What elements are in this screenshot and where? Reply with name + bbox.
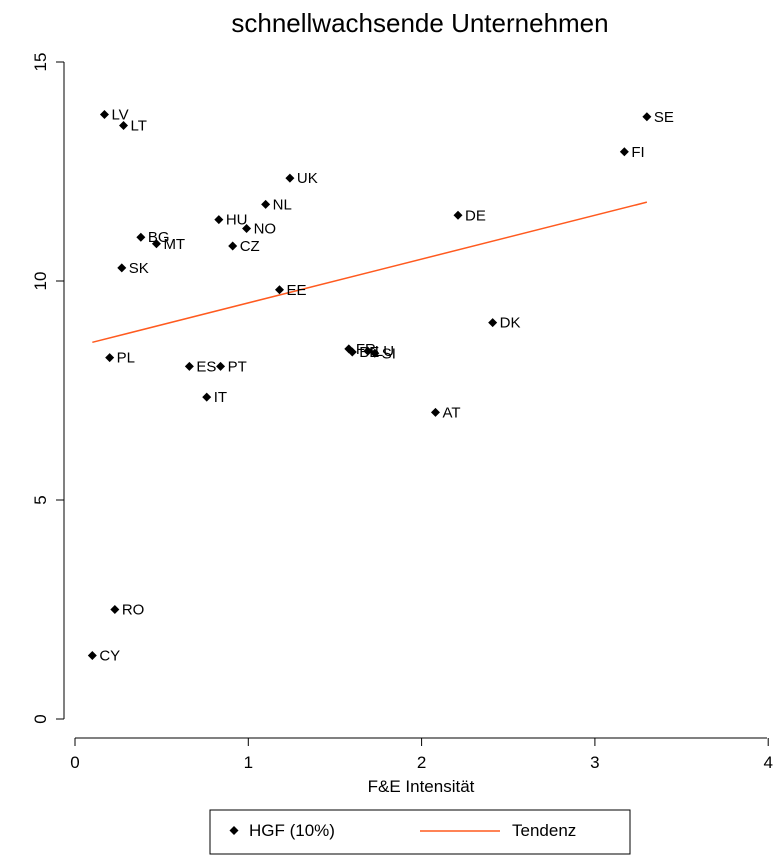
data-point-sk xyxy=(117,263,127,273)
point-label-it: IT xyxy=(214,389,227,406)
legend-label-hgf: HGF (10%) xyxy=(249,821,335,840)
data-point-se xyxy=(642,112,652,122)
point-label-lu: LU xyxy=(375,343,394,360)
data-point-si xyxy=(370,348,380,358)
y-tick-label: 0 xyxy=(31,714,50,723)
point-label-uk: UK xyxy=(297,170,318,187)
data-point-no xyxy=(242,223,252,233)
data-point-nl xyxy=(261,199,271,209)
point-label-at: AT xyxy=(442,404,460,421)
point-label-sk: SK xyxy=(129,260,149,277)
points-layer: LVLTSEFIUKNLDEHUNOBGMTCZSKEEDKFRBELUSIPL… xyxy=(87,107,674,664)
point-label-pl: PL xyxy=(117,350,135,367)
data-point-lv xyxy=(99,110,109,120)
data-point-uk xyxy=(285,173,295,183)
data-point-de xyxy=(453,210,463,220)
x-tick-label: 1 xyxy=(244,753,253,772)
trend-layer xyxy=(92,201,648,344)
legend-box xyxy=(209,809,631,855)
data-point-it xyxy=(202,392,212,402)
data-point-lu xyxy=(363,346,373,356)
point-label-no: NO xyxy=(254,220,277,237)
data-point-ro xyxy=(110,605,120,614)
point-label-cy: CY xyxy=(99,647,120,664)
x-axis-ticks: 0 1 2 3 4 xyxy=(70,738,773,772)
point-label-de: DE xyxy=(465,207,486,224)
data-point-pt xyxy=(216,361,226,371)
y-tick-label: 15 xyxy=(31,53,50,72)
point-label-es: ES xyxy=(196,358,216,375)
point-label-dk: DK xyxy=(500,315,521,332)
data-point-cz xyxy=(228,241,238,251)
legend: HGF (10%) Tendenz xyxy=(209,809,631,855)
point-label-lt: LT xyxy=(131,118,147,135)
y-tick-label: 10 xyxy=(31,272,50,291)
point-label-fi: FI xyxy=(631,144,644,161)
data-point-es xyxy=(184,361,194,371)
point-label-bg: BG xyxy=(148,229,170,246)
data-point-pl xyxy=(105,353,115,363)
point-label-hu: HU xyxy=(226,212,248,229)
data-point-bg xyxy=(136,232,146,242)
point-label-si: SI xyxy=(382,345,396,362)
x-tick-label: 4 xyxy=(763,753,772,772)
point-label-nl: NL xyxy=(273,196,292,213)
chart-title: schnellwachsende Unternehmen xyxy=(231,8,608,38)
x-tick-label: 0 xyxy=(70,753,79,772)
data-point-cy xyxy=(87,650,97,660)
plot-frame xyxy=(64,46,777,738)
x-tick-label: 3 xyxy=(590,753,599,772)
point-label-mt: MT xyxy=(163,236,185,253)
data-point-mt xyxy=(151,239,161,249)
point-label-ee: EE xyxy=(286,282,306,299)
point-label-pt: PT xyxy=(228,358,247,375)
point-label-ro: RO xyxy=(122,602,145,619)
point-label-se: SE xyxy=(654,109,674,126)
legend-label-tendenz: Tendenz xyxy=(512,821,576,840)
legend-diamond-marker xyxy=(229,826,239,835)
data-point-be xyxy=(347,347,357,357)
point-label-cz: CZ xyxy=(240,238,260,255)
data-point-hu xyxy=(214,215,224,225)
data-point-dk xyxy=(488,318,498,328)
data-point-at xyxy=(430,407,440,417)
y-axis-ticks: 0 5 10 15 xyxy=(31,53,64,724)
y-tick-label: 5 xyxy=(31,495,50,504)
point-label-lv: LV xyxy=(111,107,128,124)
data-point-ee xyxy=(274,285,284,295)
trend-line xyxy=(92,201,648,344)
data-point-fi xyxy=(619,147,629,157)
data-point-lt xyxy=(119,121,129,131)
x-tick-label: 2 xyxy=(417,753,426,772)
x-axis-label: F&E Intensität xyxy=(368,777,475,796)
